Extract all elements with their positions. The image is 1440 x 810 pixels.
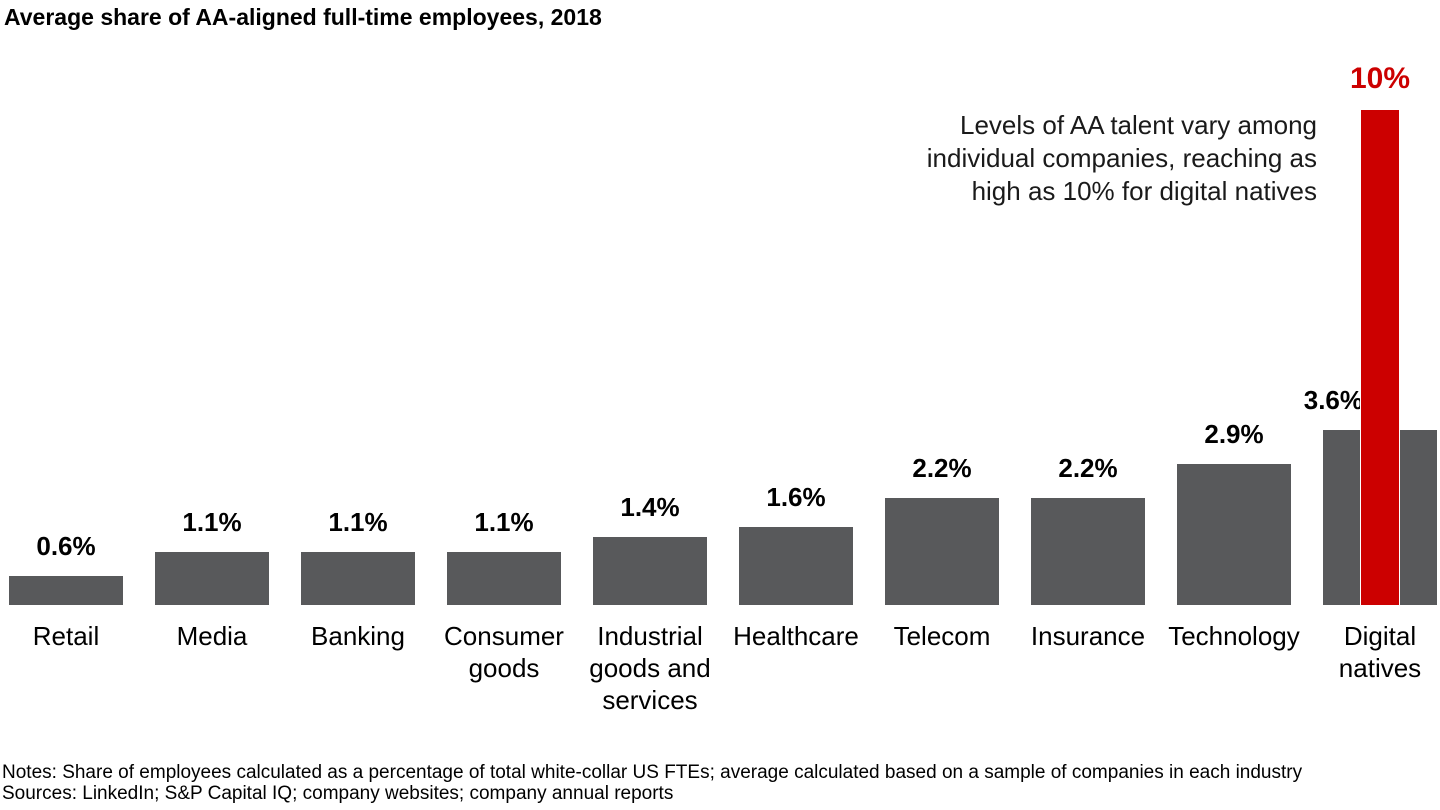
category-label-insurance: Insurance xyxy=(1030,621,1146,651)
value-label-industrial-goods-and-services: 1.4% xyxy=(620,492,680,522)
chart-title: Average share of AA-aligned full-time em… xyxy=(4,4,602,30)
highlight-bar-digital-natives xyxy=(1360,110,1400,605)
category-label-industrial-goods-and-services: Industrial goods and services xyxy=(589,621,711,715)
category-label-telecom: Telecom xyxy=(893,621,991,651)
category-label-digital-natives: Digital natives xyxy=(1338,621,1422,683)
value-label-banking: 1.1% xyxy=(328,507,388,537)
notes-line: Notes: Share of employees calculated as … xyxy=(2,762,1303,783)
value-label-telecom: 2.2% xyxy=(912,453,972,483)
category-label-media: Media xyxy=(176,621,248,651)
bar-telecom xyxy=(885,498,999,605)
sources-line: Sources: LinkedIn; S&P Capital IQ; compa… xyxy=(2,783,674,804)
category-label-consumer-goods: Consumer goods xyxy=(444,621,564,683)
category-label-healthcare: Healthcare xyxy=(733,621,859,651)
value-label-retail: 0.6% xyxy=(36,531,96,561)
value-label-media: 1.1% xyxy=(182,507,242,537)
value-label-digital-natives: 3.6% xyxy=(1303,385,1363,415)
footnotes: Notes: Share of employees calculated as … xyxy=(2,762,1302,804)
highlight-value-label: 10% xyxy=(1349,62,1411,95)
bar-healthcare xyxy=(739,527,853,605)
category-label-banking: Banking xyxy=(311,621,405,651)
value-label-insurance: 2.2% xyxy=(1058,453,1118,483)
bar-industrial-goods-and-services xyxy=(593,537,707,605)
bar-retail xyxy=(9,576,123,605)
category-label-technology: Technology xyxy=(1168,621,1300,651)
bar-media xyxy=(155,552,269,605)
category-label-retail: Retail xyxy=(32,621,100,651)
bar-technology xyxy=(1177,464,1291,605)
value-label-technology: 2.9% xyxy=(1204,419,1264,449)
value-label-consumer-goods: 1.1% xyxy=(474,507,534,537)
value-label-healthcare: 1.6% xyxy=(766,482,826,512)
bar-insurance xyxy=(1031,498,1145,605)
annotation-text: Levels of AA talent vary among individua… xyxy=(926,110,1317,206)
bar-banking xyxy=(301,552,415,605)
bar-consumer-goods xyxy=(447,552,561,605)
